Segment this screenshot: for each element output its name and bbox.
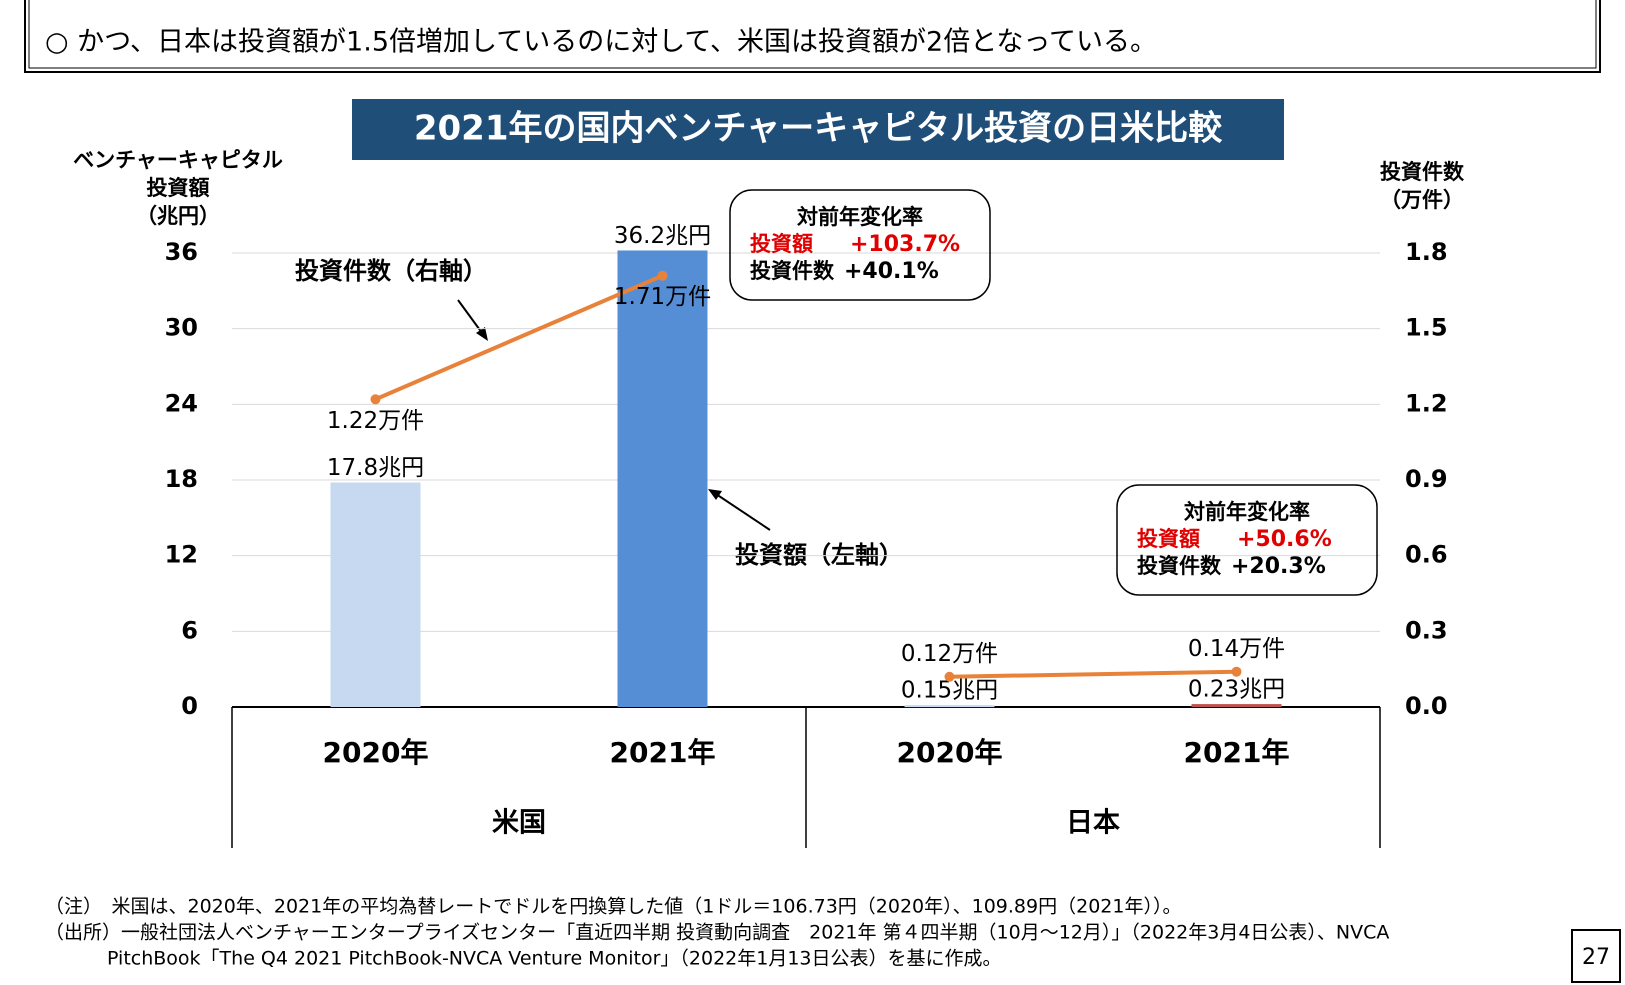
- note: PitchBook「The Q4 2021 PitchBook-NVCA Ven…: [107, 948, 1002, 970]
- x-tick-label: 2021年: [610, 736, 716, 769]
- bar: [330, 482, 421, 707]
- callout-title: 対前年変化率: [1184, 500, 1310, 524]
- page-number: 27: [1582, 945, 1610, 970]
- y2-axis-title: （万件）: [1380, 188, 1464, 212]
- header-box: [24, 0, 1601, 73]
- x-tick-label: 2021年: [1184, 736, 1290, 769]
- line-point: [1231, 666, 1242, 677]
- y-tick-label: 0: [181, 692, 198, 720]
- arrow: [712, 491, 771, 531]
- note: （注） 米国は、2020年、2021年の平均為替レートでドルを円換算した値（1ド…: [45, 896, 1181, 918]
- bar-value-label: 17.8兆円: [327, 455, 424, 481]
- y-axis-title: ベンチャーキャピタル: [73, 148, 283, 172]
- y2-tick-label: 0.6: [1405, 541, 1448, 569]
- callout-label: 投資額: [750, 232, 813, 256]
- bar: [1191, 704, 1282, 707]
- line: [374, 273, 664, 402]
- title-box: [352, 99, 1284, 160]
- callout-value: +50.6%: [1237, 527, 1332, 552]
- y2-tick-label: 0.0: [1405, 692, 1448, 720]
- group-label: 米国: [492, 808, 546, 839]
- bar: [904, 705, 995, 708]
- bar-value-label: 0.15兆円: [901, 678, 998, 704]
- line-value-label: 1.71万件: [614, 284, 711, 310]
- y-axis-title: 投資額: [147, 176, 210, 200]
- callout-label: 投資額: [1137, 527, 1200, 551]
- line-value-label: 0.12万件: [901, 641, 998, 667]
- callout-box: [729, 189, 991, 301]
- line-value-label: 1.22万件: [327, 408, 424, 434]
- y-tick-label: 24: [165, 389, 198, 417]
- callout-value: +103.7%: [850, 232, 960, 257]
- line-point: [657, 270, 668, 281]
- y2-tick-label: 1.2: [1405, 389, 1448, 417]
- page-number-box: [1571, 929, 1621, 983]
- y2-tick-label: 0.3: [1405, 616, 1448, 644]
- header-box-inner: [28, 0, 1597, 69]
- line-point: [944, 671, 955, 682]
- y2-tick-label: 0.9: [1405, 465, 1448, 493]
- y2-tick-label: 1.8: [1405, 238, 1448, 266]
- bar: [617, 250, 708, 707]
- y2-axis-title: 投資件数: [1380, 160, 1465, 184]
- line-value-label: 0.14万件: [1188, 636, 1285, 662]
- line-point: [370, 394, 381, 405]
- bar-value-label: 36.2兆円: [614, 223, 711, 249]
- line: [949, 669, 1237, 679]
- x-tick-label: 2020年: [897, 736, 1003, 769]
- group-label: 日本: [1066, 808, 1120, 839]
- y-axis-title: （兆円）: [136, 204, 220, 228]
- callout-label: 投資件数: [1137, 554, 1222, 578]
- y-tick-label: 12: [165, 541, 198, 569]
- y-tick-label: 30: [165, 314, 198, 342]
- y-tick-label: 18: [165, 465, 198, 493]
- callout-value: +20.3%: [1231, 554, 1326, 579]
- arrow-head: [708, 489, 722, 500]
- callout-label: 投資件数: [750, 259, 835, 283]
- annotation: 投資額（左軸）: [735, 541, 903, 569]
- callout-box: [1116, 484, 1378, 596]
- arrow-head: [476, 327, 488, 341]
- x-tick-label: 2020年: [323, 736, 429, 769]
- callout-value: +40.1%: [844, 259, 939, 284]
- callout-title: 対前年変化率: [797, 205, 923, 229]
- note: （出所）一般社団法人ベンチャーエンタープライズセンター「直近四半期 投資動向調査…: [45, 922, 1389, 944]
- y2-tick-label: 1.5: [1405, 314, 1448, 342]
- y-tick-label: 36: [165, 238, 198, 266]
- bar-value-label: 0.23兆円: [1188, 677, 1285, 703]
- y-tick-label: 6: [181, 616, 198, 644]
- chart-title: 2021年の国内ベンチャーキャピタル投資の日米比較: [414, 109, 1223, 149]
- header-text: ○ かつ、日本は投資額が1.5倍増加しているのに対して、米国は投資額が2倍となっ…: [45, 27, 1157, 58]
- annotation: 投資件数（右軸）: [295, 257, 487, 285]
